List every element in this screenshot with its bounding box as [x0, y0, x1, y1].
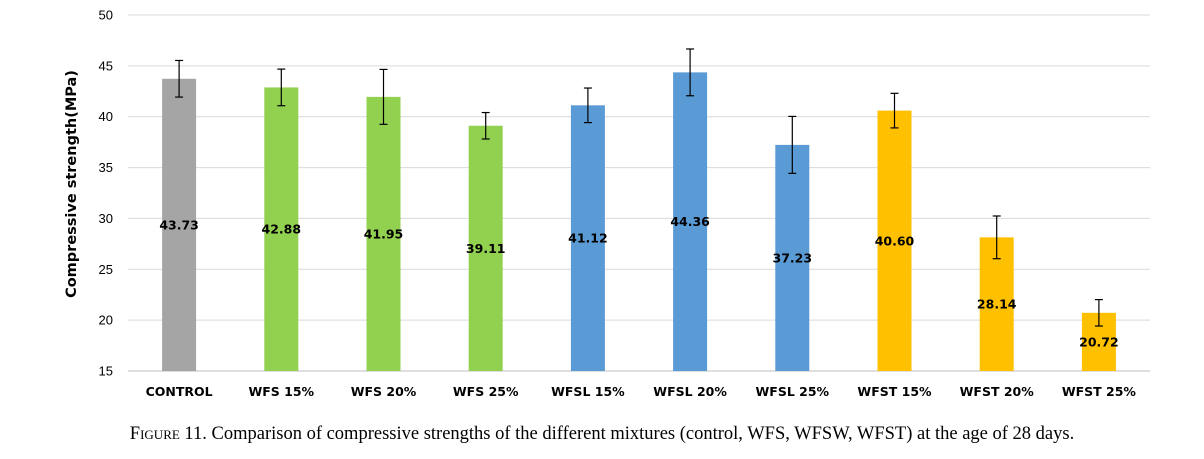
- y-tick-label: 40: [99, 109, 113, 124]
- error-bar: [277, 68, 286, 107]
- figure-caption: Figure 11. Comparison of compressive str…: [0, 424, 1204, 445]
- x-tick-labels: CONTROL WFS 15% WFS 20% WFS 25% WFSL 15% WFSL…: [146, 384, 1137, 399]
- bar: [162, 78, 197, 372]
- bar: [775, 144, 810, 371]
- x-tick-label: WFS 25%: [453, 384, 519, 399]
- data-label: 28.14: [977, 297, 1017, 312]
- x-tick-label: WFST 20%: [960, 384, 1035, 399]
- error-bars: [175, 48, 1103, 327]
- error-bar: [481, 111, 490, 140]
- y-tick-label: 35: [99, 160, 113, 175]
- data-label: 41.12: [568, 231, 608, 246]
- data-label: 39.11: [466, 241, 506, 256]
- data-label: 41.95: [364, 226, 404, 241]
- x-tick-label: WFSL 15%: [551, 384, 625, 399]
- figure-caption-text: Comparison of compressive strengths of t…: [206, 424, 1075, 444]
- y-tick-label: 20: [99, 313, 113, 328]
- error-bar: [686, 48, 695, 97]
- data-label: 42.88: [262, 222, 302, 237]
- y-tick-label: 45: [99, 58, 113, 73]
- bar: [366, 96, 401, 371]
- y-tick-label: 25: [99, 262, 113, 277]
- y-tick-label: 15: [99, 364, 113, 379]
- bar: [877, 110, 912, 372]
- data-label: 43.73: [159, 217, 199, 232]
- error-bar: [175, 59, 184, 98]
- data-label: 37.23: [773, 250, 813, 265]
- data-label: 20.72: [1079, 334, 1119, 349]
- x-tick-label: WFSL 20%: [653, 384, 727, 399]
- x-tick-label: WFS 15%: [248, 384, 314, 399]
- y-tick-label: 30: [99, 211, 113, 226]
- error-bar: [890, 92, 899, 129]
- bar: [979, 237, 1014, 371]
- data-label: 44.36: [670, 214, 710, 229]
- bar: [570, 105, 605, 371]
- y-axis-title: Compressive strength(MPa): [64, 70, 80, 298]
- y-tick-labels: 15 20 25 30 35 40 45 50: [99, 8, 113, 379]
- x-tick-label: WFS 20%: [351, 384, 417, 399]
- bar: [673, 72, 708, 372]
- bar: [264, 87, 299, 372]
- error-bar: [583, 87, 592, 124]
- data-label: 40.60: [875, 233, 915, 248]
- gridlines: [128, 14, 1150, 372]
- error-bar: [788, 115, 797, 174]
- figure-caption-label: Figure 11.: [129, 424, 207, 444]
- data-labels: 43.73 42.88 41.95 39.11 41.12 44.36 37.23 40.60…: [159, 214, 1118, 349]
- x-tick-label: CONTROL: [146, 384, 213, 399]
- x-tick-label: WFSL 25%: [756, 384, 830, 399]
- y-tick-label: 50: [99, 8, 113, 23]
- x-tick-label: WFST 15%: [857, 384, 932, 399]
- bar-chart: 15 20 25 30 35 40 45 50 43.73 42.88 41.95 39.11 41.…: [64, 8, 1150, 399]
- error-bar: [1094, 298, 1103, 327]
- error-bar: [379, 68, 388, 125]
- error-bar: [992, 215, 1001, 260]
- x-tick-label: WFST 25%: [1062, 384, 1137, 399]
- bar: [468, 125, 503, 372]
- bars: [162, 72, 1116, 372]
